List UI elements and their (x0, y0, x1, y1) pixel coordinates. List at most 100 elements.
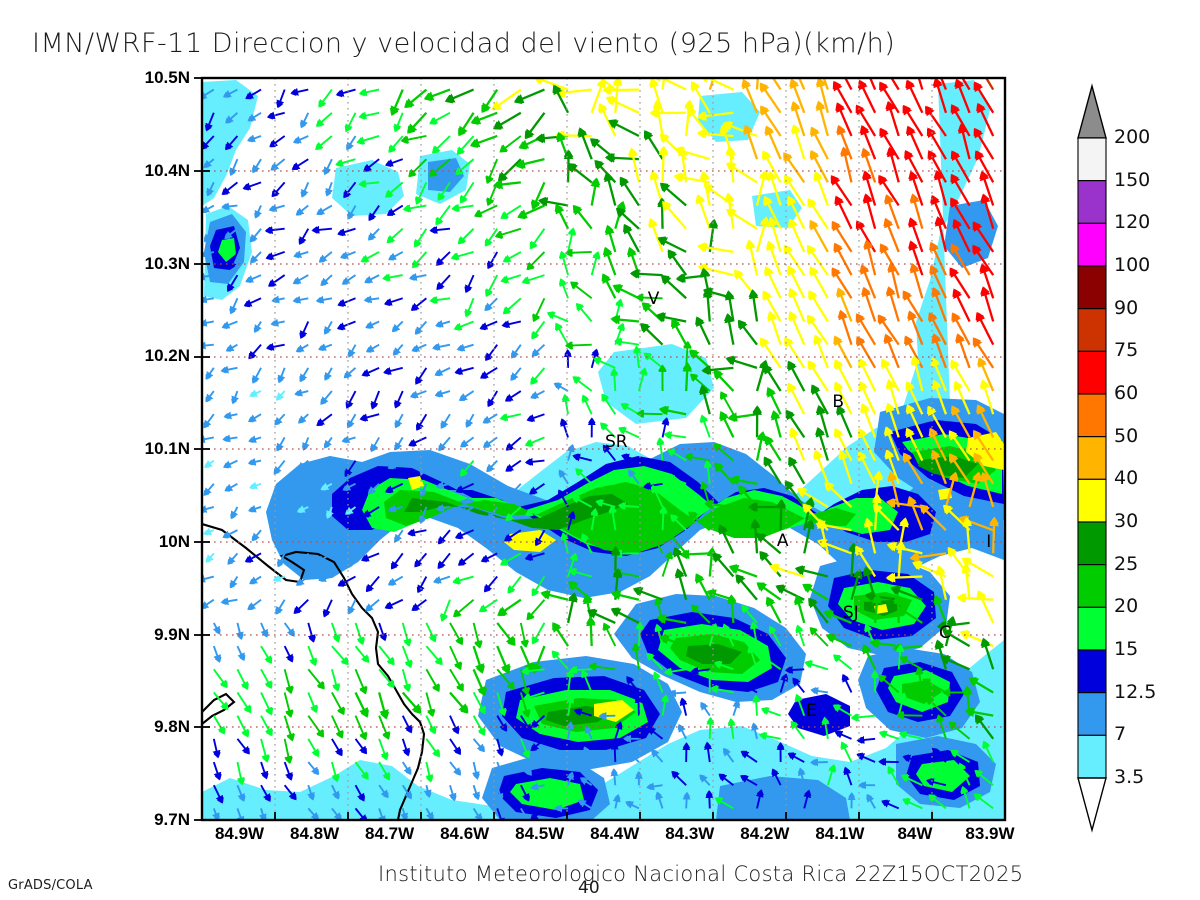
wind-arrow (981, 193, 995, 230)
wind-arrow-head (493, 180, 502, 190)
wind-arrow-head (815, 57, 822, 64)
x-tick-label: 83.9W (965, 824, 1015, 843)
wind-arrow (347, 205, 357, 220)
wind-arrow (590, 177, 600, 206)
wind-arrow (277, 367, 286, 384)
wind-arrow (725, 162, 758, 184)
wind-arrow-head (786, 265, 796, 275)
wind-arrow (383, 297, 404, 306)
wind-arrow (341, 274, 357, 285)
wind-arrow (834, 335, 853, 369)
wind-arrow (910, 193, 924, 230)
x-tick-label: 84W (897, 824, 933, 843)
colorbar-band (1077, 350, 1107, 395)
wind-arrow (879, 81, 900, 114)
wind-arrow-head (689, 349, 697, 358)
wind-arrow-head (222, 203, 228, 210)
wind-arrow (451, 203, 474, 212)
wind-arrow-head (457, 237, 465, 245)
wind-arrow-head (495, 230, 503, 240)
wind-arrow-head (676, 273, 685, 283)
wind-arrow-head (555, 322, 563, 331)
wind-arrow (267, 274, 286, 287)
wind-arrow (813, 170, 829, 206)
wind-arrow-head (474, 209, 482, 218)
wind-arrow-head (325, 190, 332, 197)
wind-arrow-head (702, 78, 707, 82)
colorbar-tick-label: 200 (1114, 126, 1151, 148)
wind-arrow (904, 149, 924, 183)
wind-arrow (708, 218, 718, 253)
wind-arrow-head (229, 169, 236, 176)
wind-arrow-head (554, 204, 563, 212)
wind-arrow-head (485, 289, 493, 297)
wind-arrow (254, 205, 262, 219)
wind-arrow-head (662, 201, 671, 210)
wind-arrow-head (568, 228, 577, 235)
wind-arrow (634, 694, 643, 716)
colorbar-band (1077, 564, 1107, 608)
wind-arrow (479, 367, 498, 379)
wind-arrow-head (577, 127, 587, 136)
wind-arrow (755, 216, 769, 253)
wind-arrow (975, 150, 995, 183)
wind-arrow (972, 221, 995, 253)
wind-arrow (500, 204, 522, 219)
wind-arrow-head (863, 240, 873, 249)
wind-arrow (533, 78, 569, 91)
wind-arrow (521, 274, 545, 284)
wind-arrow (831, 220, 853, 253)
wind-arrow-head (336, 90, 343, 98)
wind-arrow (364, 274, 380, 283)
wind-arrow (884, 217, 900, 253)
wind-arrow (502, 251, 522, 263)
wind-arrow-head (608, 119, 617, 128)
wind-arrow-head (411, 346, 418, 353)
wind-arrow-head (695, 194, 705, 203)
wind-arrow (567, 227, 576, 253)
wind-arrow-head (700, 268, 710, 277)
wind-arrow (858, 79, 877, 114)
wind-arrow (460, 181, 475, 204)
wind-arrow-head (485, 354, 492, 361)
wind-arrow-head (403, 204, 410, 213)
wind-arrow-head (813, 171, 823, 180)
wind-arrow-head (790, 124, 801, 133)
wind-arrow (531, 320, 546, 340)
colorbar (1077, 83, 1107, 833)
wind-arrow (435, 204, 451, 226)
wind-arrow-head (605, 153, 614, 163)
wind-arrow-head (684, 100, 694, 108)
wind-arrow-head (519, 141, 527, 150)
wind-arrow (886, 146, 900, 183)
wind-arrow (394, 112, 404, 133)
wind-arrow-head (570, 281, 578, 289)
wind-arrow-head (366, 347, 372, 353)
wind-arrow (204, 228, 215, 243)
wind-arrow-head (558, 251, 567, 259)
wind-arrow (682, 361, 692, 392)
wind-arrow (358, 111, 380, 120)
wind-arrow (667, 249, 688, 276)
wind-arrow-head (451, 252, 459, 261)
wind-arrow (265, 251, 285, 260)
wind-arrow (949, 267, 971, 299)
wind-arrow-head (764, 126, 774, 135)
wind-arrow (776, 498, 787, 531)
wind-arrow (444, 88, 475, 103)
wind-arrow-head (724, 291, 734, 299)
wind-arrow-head (726, 208, 735, 217)
x-tick-label: 84.1W (815, 824, 865, 843)
wind-arrow-head (516, 159, 524, 170)
wind-arrow (743, 124, 759, 160)
wind-arrow-head (293, 252, 300, 259)
wind-arrow-head (547, 311, 555, 319)
wind-arrow-head (855, 105, 864, 114)
wind-arrow-head (603, 172, 613, 181)
wind-arrow (724, 312, 735, 345)
wind-arrow (765, 125, 782, 160)
station-label-v: V (647, 288, 660, 309)
wind-arrow-head (247, 115, 254, 122)
wind-arrow (290, 87, 309, 96)
wind-arrow-head (697, 111, 706, 121)
